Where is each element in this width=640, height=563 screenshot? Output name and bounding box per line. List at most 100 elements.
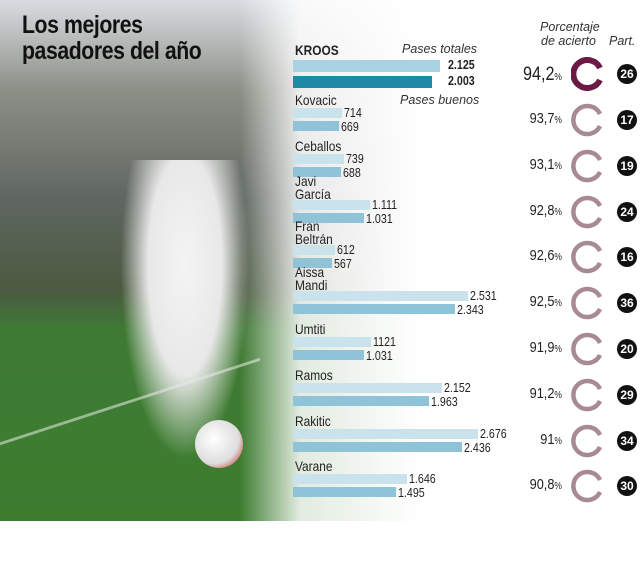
header-porcentaje: Porcentaje <box>540 20 600 34</box>
value-pases-buenos: 1.031 <box>366 348 394 363</box>
percent-label: 91,9% <box>503 339 562 356</box>
bar-pases-totales <box>293 291 469 302</box>
percent-label: 92,5% <box>503 293 562 311</box>
bar-pases-buenos <box>293 121 340 131</box>
value-pases-buenos: 2.003 <box>448 73 475 88</box>
matches-badge: 19 <box>617 155 637 176</box>
percent-value: 92,5 <box>529 293 555 311</box>
bar-pases-buenos <box>293 76 432 88</box>
percent-label: 91% <box>503 430 562 448</box>
percent-sign: % <box>554 481 562 493</box>
value-pases-totales: 2.125 <box>448 57 475 72</box>
percent-value: 94,2 <box>522 64 555 85</box>
matches-badge: 30 <box>617 476 637 497</box>
matches-badge: 34 <box>617 430 637 451</box>
accuracy-gauge-icon <box>571 469 605 503</box>
percent-value: 90,8 <box>529 476 555 494</box>
bar-pases-totales <box>293 474 407 485</box>
percent-value: 92,8 <box>529 201 555 219</box>
bar-pases-buenos <box>293 304 456 315</box>
value-pases-buenos: 669 <box>341 119 360 134</box>
percent-label: 94,2% <box>503 64 562 86</box>
value-pases-buenos: 688 <box>342 164 361 180</box>
percent-sign: % <box>554 252 562 264</box>
value-pases-totales: 1.111 <box>371 196 397 212</box>
matches-badge: 24 <box>617 201 637 222</box>
player-name: Varane <box>295 458 333 475</box>
bar-pases-totales <box>293 60 440 72</box>
header-partidos: Part. <box>609 34 636 48</box>
matches-badge: 16 <box>617 247 637 268</box>
percent-sign: % <box>554 115 562 126</box>
bar-pases-buenos <box>293 441 462 452</box>
bar-pases-buenos <box>293 350 365 360</box>
value-pases-buenos: 567 <box>334 256 353 272</box>
value-pases-totales: 612 <box>337 242 356 258</box>
player-name: Ramos <box>295 366 333 383</box>
percent-label: 91,2% <box>503 384 562 402</box>
accuracy-gauge-icon <box>571 195 605 229</box>
accuracy-gauge-icon <box>570 57 605 91</box>
player-name: Rakitic <box>295 412 331 429</box>
value-pases-totales: 2.531 <box>470 288 497 304</box>
matches-badge: 36 <box>617 293 637 314</box>
header-de-acierto: de acierto <box>541 34 596 48</box>
value-pases-totales: 1121 <box>372 334 396 349</box>
header-pases-buenos: Pases buenos <box>400 93 480 107</box>
percent-label: 93,1% <box>503 155 562 173</box>
percent-value: 91 <box>540 430 555 448</box>
player-name: Fran Beltrán <box>295 218 333 248</box>
accuracy-gauge-icon <box>571 424 605 458</box>
matches-badge: 26 <box>617 64 637 84</box>
bar-pases-buenos <box>293 487 397 498</box>
page-title: Los mejores pasadores del año <box>22 11 202 65</box>
title-line-1: Los mejores <box>22 11 143 39</box>
value-pases-buenos: 1.495 <box>398 485 426 501</box>
percent-sign: % <box>554 435 562 447</box>
value-pases-buenos: 1.963 <box>430 393 458 409</box>
player-name: Aissa Mandi <box>295 264 328 294</box>
player-name: Javi García <box>295 172 331 202</box>
bar-pases-buenos <box>293 166 341 177</box>
matches-badge: 17 <box>617 110 637 130</box>
player-name: Ceballos <box>295 137 342 154</box>
percent-value: 93,1 <box>529 155 555 173</box>
title-line-2: pasadores del año <box>22 37 202 65</box>
bar-pases-totales <box>293 108 343 118</box>
matches-badge: 29 <box>617 384 637 405</box>
percent-label: 93,7% <box>503 110 562 127</box>
player-photo <box>120 160 250 460</box>
bar-pases-totales <box>293 199 370 210</box>
value-pases-totales: 1.646 <box>408 471 436 487</box>
bar-pases-buenos <box>293 212 365 223</box>
accuracy-gauge-icon <box>571 378 605 412</box>
percent-sign: % <box>554 206 562 218</box>
percent-sign: % <box>554 72 562 83</box>
percent-value: 91,9 <box>529 339 555 356</box>
percent-label: 90,8% <box>503 476 562 494</box>
percent-sign: % <box>554 344 562 355</box>
value-pases-buenos: 1.031 <box>366 210 394 226</box>
percent-value: 92,6 <box>529 247 555 265</box>
bar-pases-totales <box>293 153 345 164</box>
percent-value: 91,2 <box>529 384 555 402</box>
bar-pases-buenos <box>293 395 429 406</box>
value-pases-totales: 714 <box>344 105 363 120</box>
bar-pases-totales <box>293 337 371 347</box>
matches-badge: 20 <box>617 339 637 359</box>
accuracy-gauge-icon <box>571 103 605 137</box>
value-pases-buenos: 2.436 <box>463 439 491 455</box>
percent-label: 92,8% <box>503 201 562 219</box>
value-pases-totales: 739 <box>346 150 364 166</box>
ball <box>195 420 243 468</box>
accuracy-gauge-icon <box>571 149 605 183</box>
percent-value: 93,7 <box>529 110 555 127</box>
percent-sign: % <box>554 298 562 310</box>
percent-label: 92,6% <box>503 247 562 265</box>
value-pases-totales: 2.676 <box>480 425 507 441</box>
percent-sign: % <box>554 160 562 172</box>
bar-pases-buenos <box>293 258 333 269</box>
accuracy-gauge-icon <box>571 286 605 320</box>
value-pases-buenos: 2.343 <box>457 302 484 318</box>
value-pases-totales: 2.152 <box>443 379 471 395</box>
